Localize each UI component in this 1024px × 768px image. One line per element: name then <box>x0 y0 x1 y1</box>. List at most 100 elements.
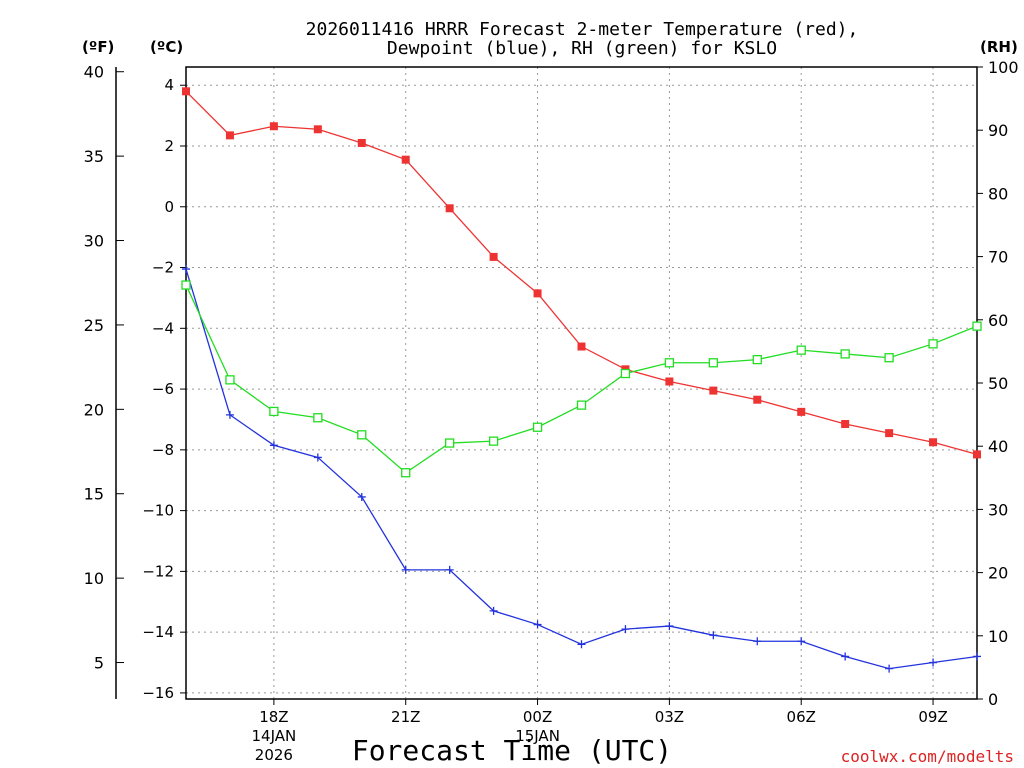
fahrenheit-tick-label: 25 <box>84 316 104 335</box>
rh-tick-label: 90 <box>988 121 1008 140</box>
temperature-point <box>973 450 981 459</box>
dewpoint-point <box>973 652 981 661</box>
series-layer <box>181 87 982 673</box>
rh-unit-label: (RH) <box>980 38 1018 56</box>
dewpoint-point <box>445 565 454 574</box>
rh-tick-label: 60 <box>988 311 1008 330</box>
rh-point <box>796 345 806 355</box>
rh-point <box>488 436 499 446</box>
celsius-tick-label: −4 <box>152 319 174 337</box>
dewpoint-point <box>885 664 894 673</box>
fahrenheit-unit-label: (ºF) <box>82 38 114 56</box>
dewpoint-point <box>665 622 674 631</box>
chart-title-line2: Dewpoint (blue), RH (green) for KSLO <box>387 38 777 59</box>
temperature-point <box>225 131 234 140</box>
fahrenheit-tick-label: 40 <box>84 63 104 82</box>
temperature-point <box>357 138 366 147</box>
grid-lines <box>186 67 977 699</box>
rh-point <box>928 339 938 349</box>
temperature-point <box>929 438 938 447</box>
dewpoint-point <box>269 441 278 450</box>
dewpoint-point <box>357 492 366 501</box>
rh-point <box>708 358 718 368</box>
rh-point <box>620 368 631 379</box>
axes: 420−2−4−6−8−10−12−14−1640353025201510510… <box>84 58 1019 709</box>
rh-point <box>576 400 587 410</box>
temperature-point <box>401 155 410 164</box>
celsius-tick-label: 0 <box>164 198 174 216</box>
dewpoint-point <box>401 565 410 574</box>
rh-tick-label: 30 <box>988 500 1008 519</box>
temperature-point <box>489 252 498 261</box>
chart-title-line1: 2026011416 HRRR Forecast 2-meter Tempera… <box>306 19 859 40</box>
rh-point <box>401 468 411 478</box>
celsius-tick-label: 2 <box>164 137 174 155</box>
temperature-point <box>885 429 894 438</box>
dewpoint-point <box>182 265 190 274</box>
rh-point <box>225 375 235 385</box>
x-tick-date-label: 14JAN <box>252 727 297 745</box>
fahrenheit-tick-label: 5 <box>94 654 104 673</box>
celsius-tick-label: −16 <box>142 684 174 702</box>
rh-tick-label: 70 <box>988 248 1008 267</box>
dewpoint-point <box>841 652 850 661</box>
celsius-tick-label: −2 <box>152 259 174 277</box>
dewpoint-point <box>577 640 586 649</box>
dewpoint-point <box>709 631 718 640</box>
fahrenheit-tick-label: 10 <box>84 569 104 588</box>
rh-point <box>664 358 675 368</box>
rh-tick-label: 0 <box>988 690 998 709</box>
rh-point <box>884 353 894 363</box>
fahrenheit-tick-label: 20 <box>84 400 104 419</box>
rh-tick-label: 100 <box>988 58 1019 77</box>
temperature-point <box>313 125 322 134</box>
x-tick-year-label: 2026 <box>255 746 293 764</box>
celsius-tick-label: −8 <box>152 441 174 459</box>
rh-point <box>532 422 543 432</box>
rh-point <box>752 354 762 365</box>
rh-point <box>972 321 982 331</box>
rh-point <box>840 349 850 359</box>
rh-tick-label: 50 <box>988 374 1008 393</box>
dewpoint-point <box>621 625 630 634</box>
celsius-unit-label: (ºC) <box>150 38 183 56</box>
temperature-point <box>753 395 762 404</box>
rh-tick-label: 10 <box>988 627 1008 646</box>
x-tick-label: 00Z <box>523 708 552 726</box>
temperature-point <box>577 342 586 351</box>
dewpoint-point <box>533 620 542 629</box>
temperature-point <box>797 407 806 416</box>
dewpoint-line <box>185 268 978 670</box>
rh-tick-label: 20 <box>988 564 1008 583</box>
x-tick-label: 06Z <box>787 708 816 726</box>
dewpoint-point <box>225 410 234 419</box>
x-tick-label: 21Z <box>391 708 420 726</box>
x-tick-label: 18Z <box>259 708 288 726</box>
plot-frame <box>185 66 978 700</box>
rh-tick-label: 80 <box>988 184 1008 203</box>
celsius-tick-label: −6 <box>152 380 174 398</box>
dewpoint-point <box>753 637 762 646</box>
celsius-tick-label: 4 <box>164 76 174 94</box>
celsius-tick-label: −14 <box>142 623 174 641</box>
x-tick-label: 09Z <box>918 708 947 726</box>
temperature-point <box>182 87 190 96</box>
dewpoint-point <box>489 606 498 615</box>
dewpoint-point <box>313 453 322 462</box>
rh-line <box>185 284 978 474</box>
rh-point <box>181 280 191 290</box>
dewpoint-point <box>797 637 806 646</box>
watermark: coolwx.com/modelts <box>841 747 1014 766</box>
fahrenheit-tick-label: 15 <box>84 485 104 504</box>
rh-point <box>445 438 455 448</box>
rh-point <box>357 430 367 440</box>
rh-tick-label: 40 <box>988 437 1008 456</box>
x-tick-date-label: 15JAN <box>515 727 560 745</box>
temperature-point <box>665 377 674 386</box>
temperature-point <box>269 122 278 131</box>
celsius-tick-label: −12 <box>142 562 174 580</box>
rh-point <box>269 406 279 417</box>
rh-point <box>313 413 323 423</box>
